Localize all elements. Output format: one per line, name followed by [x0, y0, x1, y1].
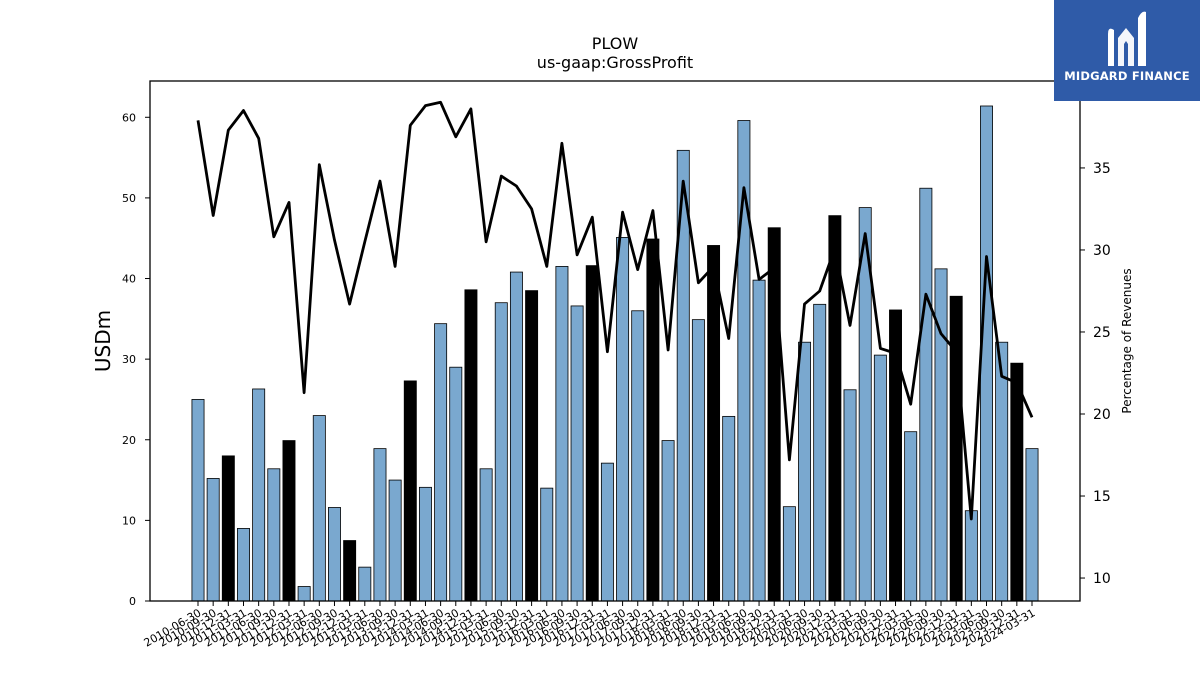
- bar-2012-12-31: [343, 540, 357, 602]
- y-tick-label: 0: [129, 595, 136, 608]
- y-tick-label: 40: [122, 273, 136, 286]
- bar-2016-12-31: [585, 265, 599, 602]
- bar-2016-03-31: [540, 487, 554, 602]
- midgard-m-icon: [1108, 11, 1146, 67]
- bar-2017-06-30: [616, 237, 630, 602]
- bar-2015-03-31: [479, 468, 493, 602]
- bar-2020-03-31: [782, 506, 796, 602]
- bar-2016-09-30: [570, 305, 584, 602]
- bar-2014-06-30: [434, 323, 448, 602]
- bar-2023-09-30: [995, 341, 1009, 602]
- bar-2017-12-31: [646, 238, 660, 602]
- bar-2015-06-30: [494, 302, 508, 602]
- bar-2015-09-30: [509, 271, 523, 602]
- y2-tick-label: 30: [1093, 243, 1111, 259]
- bar-2014-09-30: [449, 366, 463, 602]
- bar-2011-09-30: [267, 468, 281, 602]
- bar-2016-06-30: [555, 266, 569, 602]
- axes: 01020304050601015202530352010-06-302010-…: [122, 80, 1111, 650]
- line-series: [196, 100, 1034, 521]
- chart-subtitle: us-gaap:GrossProfit: [537, 53, 693, 72]
- brand-name: MIDGARD FINANCE: [1064, 69, 1190, 83]
- bar-2011-12-31: [282, 440, 296, 602]
- bar-2013-12-31: [403, 380, 417, 602]
- y-axis-label: USDm: [91, 310, 115, 372]
- bar-2014-12-31: [464, 289, 478, 602]
- bar-2019-09-30: [752, 279, 766, 602]
- plot-frame: [149, 80, 1081, 602]
- bar-2024-03-31: [1025, 448, 1039, 602]
- bar-2012-03-31: [297, 586, 311, 602]
- y2-tick-label: 35: [1093, 161, 1111, 177]
- bar-2010-06-30: [191, 399, 205, 602]
- bar-2015-12-31: [525, 290, 539, 602]
- bar-2010-12-31: [221, 455, 235, 602]
- bar-2017-03-31: [600, 462, 614, 602]
- brand-logo: MIDGARD FINANCE: [1054, 0, 1200, 101]
- percentage-of-revenues-line: [196, 100, 1034, 521]
- bar-2012-09-30: [328, 507, 341, 602]
- bar-2013-09-30: [388, 479, 402, 602]
- y2-tick-label: 10: [1093, 571, 1111, 587]
- y-tick-label: 10: [122, 514, 136, 527]
- bar-2021-09-30: [873, 354, 887, 602]
- bar-2020-06-30: [798, 341, 812, 602]
- y2-axis-label: Percentage of Revenues: [1120, 268, 1134, 413]
- bar-2020-09-30: [813, 303, 827, 602]
- bar-2010-09-30: [206, 478, 220, 602]
- bar-2011-06-30: [252, 388, 266, 602]
- bar-2011-03-31: [237, 528, 250, 602]
- y-tick-label: 20: [122, 434, 136, 447]
- bar-2022-03-31: [904, 431, 918, 602]
- bar-2014-03-31: [418, 486, 432, 602]
- bar-2021-03-31: [843, 389, 857, 602]
- bar-2023-12-31: [1010, 362, 1024, 602]
- bar-2019-03-31: [722, 415, 736, 602]
- bar-2022-06-30: [919, 187, 933, 602]
- y2-tick-label: 25: [1093, 325, 1111, 341]
- bar-2017-09-30: [631, 310, 645, 602]
- chart-title: PLOW: [592, 34, 639, 53]
- y2-tick-label: 20: [1093, 407, 1111, 423]
- y-tick-label: 30: [122, 353, 136, 366]
- y-tick-label: 50: [122, 192, 136, 205]
- bar-2022-12-31: [949, 295, 963, 602]
- bar-2023-03-31: [964, 510, 978, 602]
- bar-2018-09-30: [691, 319, 705, 602]
- y2-tick-label: 15: [1093, 489, 1111, 505]
- bar-2013-06-30: [373, 448, 387, 602]
- bar-2018-03-31: [661, 440, 675, 602]
- bar-2018-12-31: [707, 245, 721, 602]
- bar-2013-03-31: [358, 566, 372, 602]
- y-tick-label: 60: [122, 111, 136, 124]
- bar-2012-06-30: [312, 415, 326, 602]
